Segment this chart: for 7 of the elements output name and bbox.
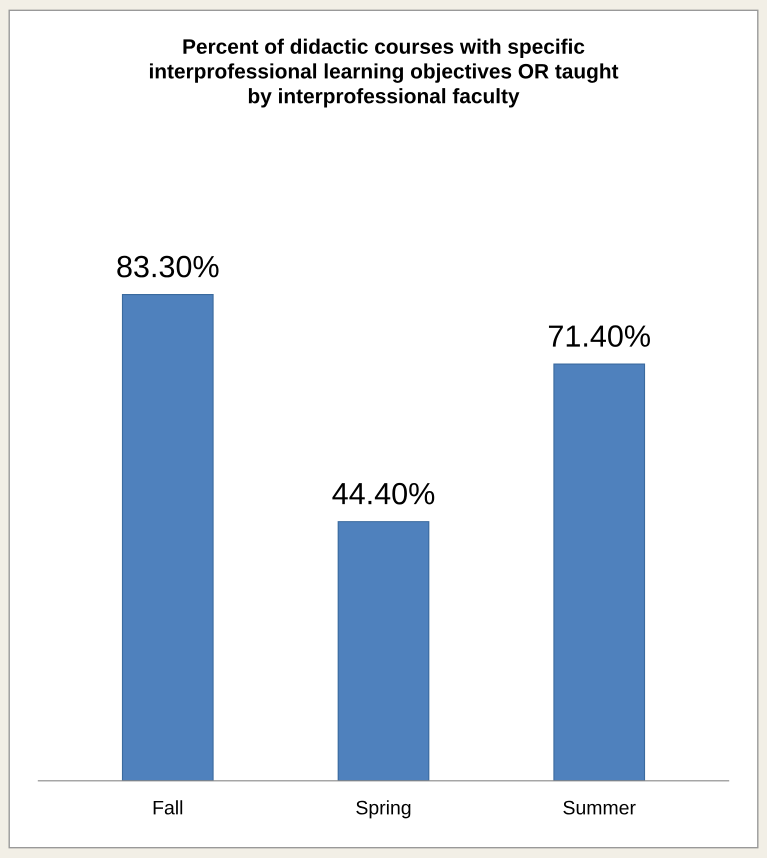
x-tick-label: Spring [356,800,410,818]
data-label: 44.40% [332,482,434,504]
x-tick-label: Fall [154,800,182,815]
data-label: 71.40% [548,325,650,347]
x-tick-label: Summer [563,800,636,815]
chart-title: Percent of didactic courses with specific interprofessional learning objectives OR taught by interprofessional faculty [150,38,618,108]
data-label: 83.30% [117,256,219,278]
